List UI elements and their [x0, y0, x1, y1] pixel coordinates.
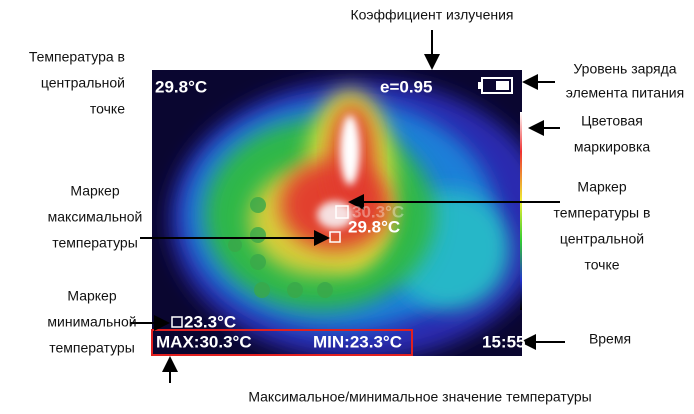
callout-label: Маркер [70, 183, 119, 199]
callout-label: температуры [52, 235, 138, 251]
callout-label: центральной [560, 231, 644, 247]
screen-text: 29.8°C [155, 77, 207, 96]
screen-text: e=0.95 [380, 77, 432, 96]
color-bar [520, 112, 527, 310]
callout-label: Температура в [29, 49, 125, 65]
screen-text: 15:55 [482, 332, 525, 351]
screen-text: 23.3°C [184, 312, 236, 331]
title: Коэффициент излучения [350, 7, 513, 23]
callout-label: Время [589, 331, 631, 347]
callout-label: центральной [41, 75, 125, 91]
diagram: Коэффициент излучения29.8°Ce=0.9530.3°C2… [0, 0, 694, 414]
screen-text: 29.8°C [348, 217, 400, 236]
callout-label: маркировка [574, 139, 651, 155]
screen-text: MAX:30.3°C [156, 332, 252, 351]
callout-label: Маркер [67, 288, 116, 304]
callout-label: Цветовая [581, 113, 643, 129]
callout-label: температуры [49, 340, 135, 356]
screen-text: MIN:23.3°C [313, 332, 402, 351]
callout-label: Максимальное/минимальное значение темпер… [248, 389, 591, 405]
callout-label: точке [90, 101, 125, 117]
callout-label: максимальной [48, 209, 143, 225]
callout-label: Маркер [577, 179, 626, 195]
callout-label: Уровень заряда [573, 61, 676, 77]
callout-label: точке [584, 257, 619, 273]
callout-label: элемента питания [566, 85, 684, 101]
callout-label: температуры в [554, 205, 651, 221]
callout-label: минимальной [47, 314, 136, 330]
